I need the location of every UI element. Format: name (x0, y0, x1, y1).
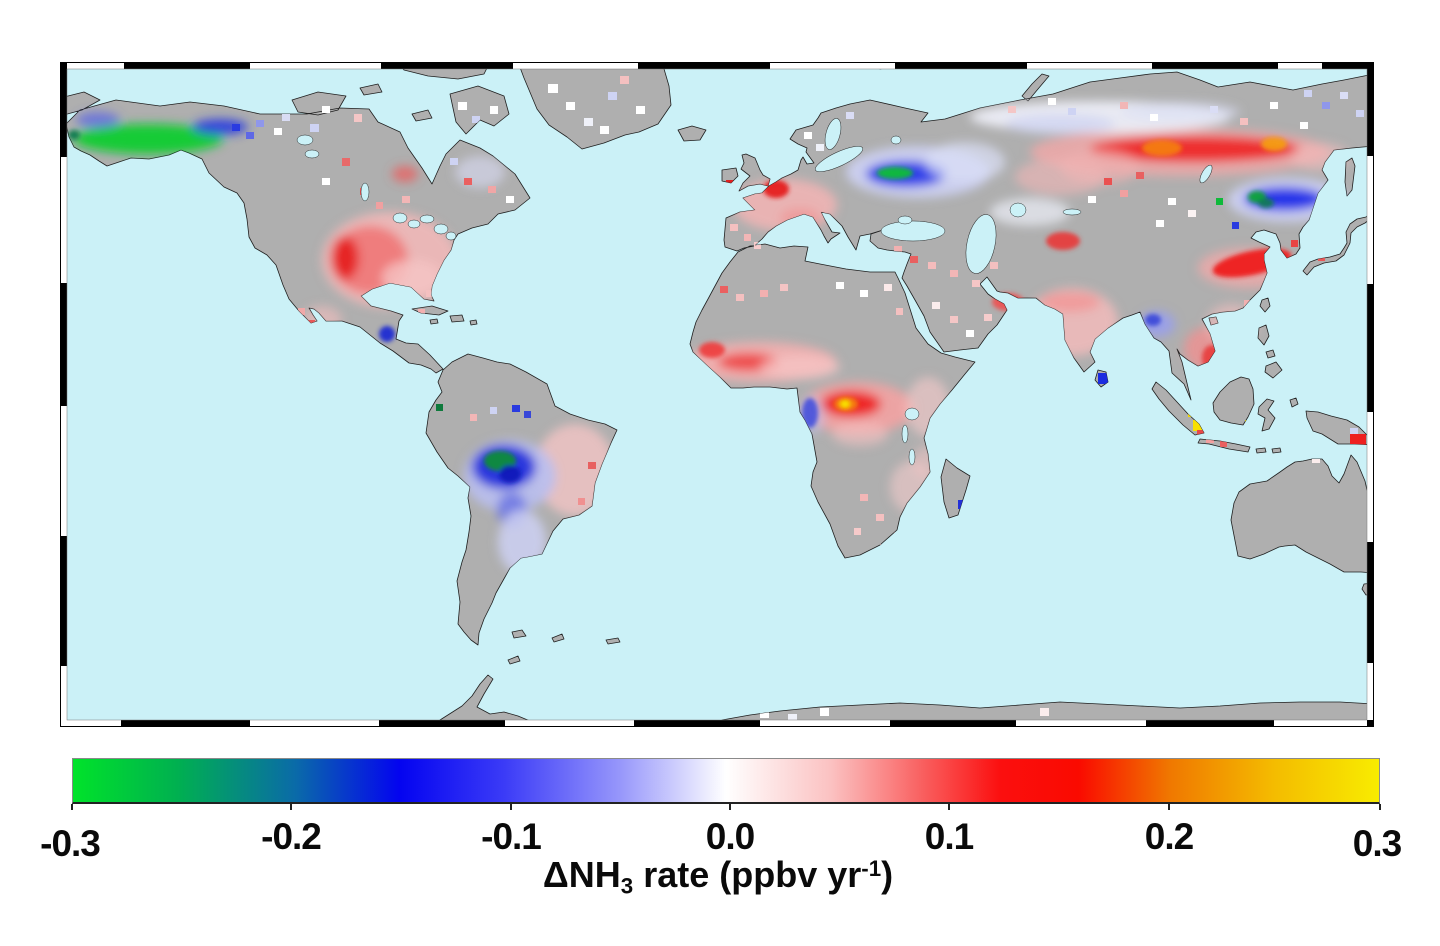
colorbar-title-subscript: 3 (620, 873, 634, 899)
colorbar-tick-label: -0.2 (261, 816, 322, 857)
colorbar-title-mid: rate (ppbv yr (633, 854, 862, 895)
colorbar-tick-mark (1379, 804, 1381, 810)
colorbar-tick-mark (510, 804, 512, 810)
colorbar-tick-mark (1168, 804, 1170, 810)
world-map (60, 62, 1374, 727)
colorbar-tick-label: 0.3 (1352, 823, 1402, 864)
colorbar-tick-label: -0.1 (481, 816, 542, 857)
colorbar-tick-mark (71, 804, 73, 810)
colorbar-tick-mark (948, 804, 950, 810)
colorbar-gradient (72, 758, 1380, 804)
colorbar-title: ΔNH3 rate (ppbv yr-1) (543, 854, 893, 900)
map-svg (60, 62, 1374, 727)
colorbar-tick-label: -0.3 (40, 823, 101, 864)
colorbar-title-main: ΔNH (542, 854, 621, 895)
colorbar-tick-mark (729, 804, 731, 810)
lakes-layer (296, 118, 1213, 466)
colorbar-tick-label: 0.0 (705, 816, 755, 857)
colorbar-title-close: ) (881, 854, 894, 895)
frame-ticks (60, 62, 1374, 727)
colorbar-tick-label: 0.1 (924, 816, 974, 857)
colorbar-title-superscript: -1 (861, 855, 882, 881)
colorbar-tick-label: 0.2 (1144, 816, 1194, 857)
colorbar-tick-mark (290, 804, 292, 810)
